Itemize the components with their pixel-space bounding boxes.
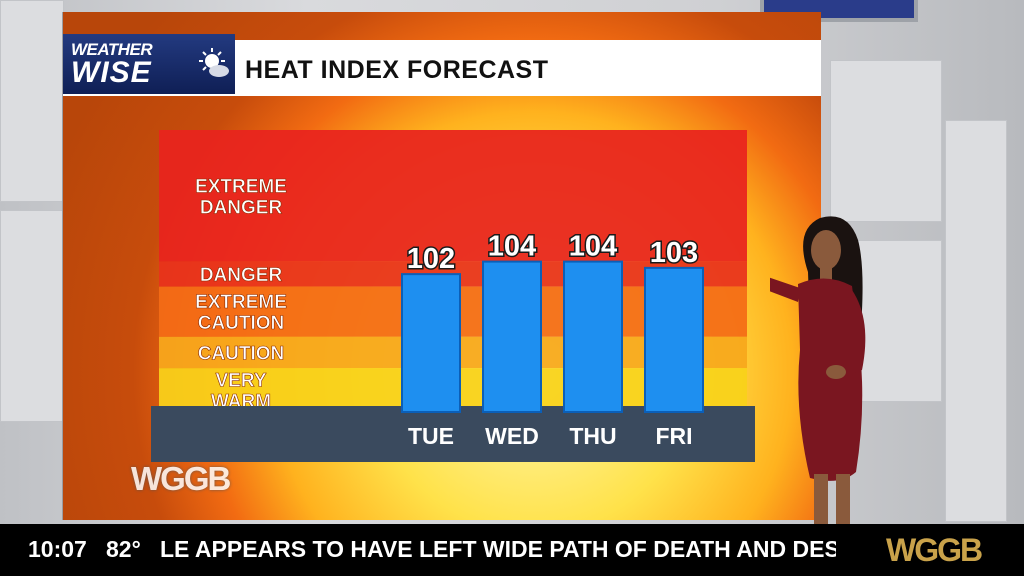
- bar-value-label: 102: [407, 243, 455, 275]
- bar-value-label: 104: [569, 231, 617, 263]
- heat-index-chart: EXTREMEDANGERDANGEREXTREMECAUTIONCAUTION…: [151, 130, 755, 462]
- wall-panel: [830, 60, 942, 222]
- wall-panel: [0, 210, 64, 422]
- heat-zone-label: DANGER: [200, 197, 283, 218]
- x-tick-label: WED: [485, 423, 539, 449]
- heat-zone-band: [159, 130, 747, 262]
- bar-value-label: 104: [488, 231, 536, 263]
- ticker-time: 10:07: [28, 536, 87, 562]
- heat-zone-label: EXTREME: [195, 292, 287, 313]
- heat-zone-label: CAUTION: [198, 313, 285, 334]
- x-axis-band: [151, 406, 755, 462]
- x-tick-label: THU: [569, 423, 616, 449]
- station-watermark: WGGB: [131, 460, 231, 497]
- heat-zone-label: VERY: [215, 371, 266, 392]
- bar-value-label: 103: [650, 237, 698, 269]
- page-title: HEAT INDEX FORECAST: [245, 56, 549, 84]
- weather-display: WEATHER WISE HEAT INDEX FORECAST EXTREME…: [62, 12, 821, 520]
- chart-bar: [401, 273, 461, 413]
- weather-wise-logo: WEATHER WISE: [63, 34, 235, 94]
- heat-zone-label: DANGER: [200, 265, 283, 286]
- sun-cloud-icon: [199, 48, 229, 77]
- chart-bar: [563, 260, 623, 413]
- ticker-station-logo: WGGB: [886, 532, 983, 568]
- ticker-temperature: 82°: [106, 536, 141, 562]
- wall-panel: [0, 0, 64, 202]
- logo-line2: WISE: [71, 56, 152, 89]
- chart-bar: [482, 260, 542, 413]
- x-tick-label: TUE: [408, 423, 454, 449]
- meteorologist: [770, 216, 866, 534]
- heat-zone-label: EXTREME: [195, 176, 287, 197]
- chart-bar: [644, 266, 704, 413]
- logo-line1: WEATHER: [71, 40, 153, 59]
- wall-panel: [945, 120, 1007, 522]
- heat-zone-label: CAUTION: [198, 343, 285, 364]
- ticker-headline: LE APPEARS TO HAVE LEFT WIDE PATH OF DEA…: [160, 536, 836, 562]
- news-ticker: 10:07 82° LE APPEARS TO HAVE LEFT WIDE P…: [0, 524, 1024, 576]
- x-tick-label: FRI: [655, 423, 692, 449]
